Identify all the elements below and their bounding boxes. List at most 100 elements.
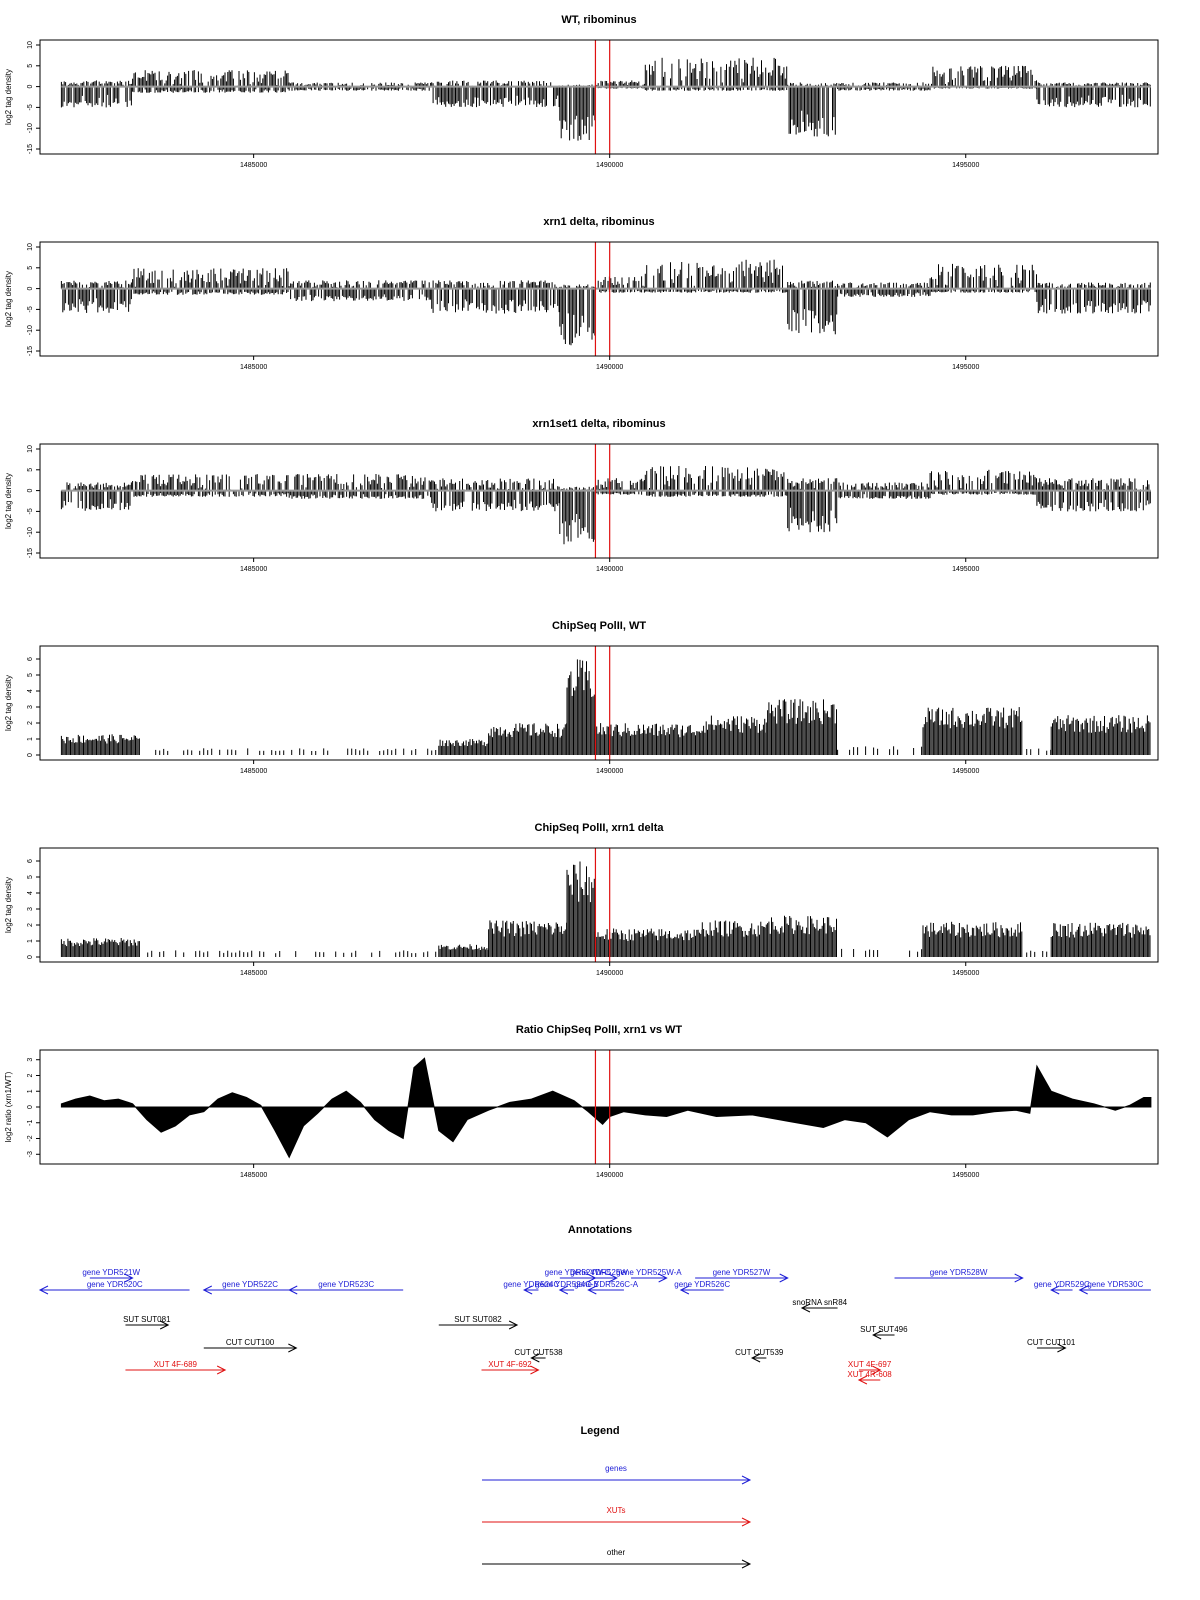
chart-title: WT, ribominus [561,14,636,26]
x-tick-label: 1495000 [952,970,979,977]
chart-panel-6: Ratio ChipSeq PolII, xrn1 vs WT log2 rati… [4,1024,1159,1179]
y-tick-label: -10 [27,123,34,133]
chart-title: ChipSeq PolII, WT [552,620,646,632]
annotation-label: gene YDR521W [82,1268,140,1277]
annotation-gene: gene YDR524C [503,1280,560,1295]
y-tick-label: 2 [27,721,34,725]
annotation-gene: gene YDR525W-A [616,1268,682,1283]
y-axis-label: log2 tag density [4,69,13,125]
arrowhead [608,1273,618,1283]
y-tick-label: 5 [27,64,34,68]
y-axis: 0 1 2 3 4 5 6 [27,657,40,757]
x-tick-label: 1485000 [240,566,267,573]
y-tick-label: -5 [27,508,34,514]
y-tick-label: 5 [27,266,34,270]
y-axis: 3 2 1 0 -1 -2 -3 [27,1058,40,1157]
chart-panel-5: ChipSeq PolII, xrn1 delta log2 tag densit… [4,822,1159,977]
y-tick-label: -10 [27,527,34,537]
arrowhead [38,1285,49,1295]
plot-frame [39,1049,1159,1165]
annotation-gene: gene YDR520C [38,1280,190,1295]
y-tick-label: 3 [27,705,34,709]
x-tick-label: 1495000 [952,566,979,573]
plot-frame [39,443,1159,559]
arrowhead [558,1285,569,1295]
x-tick-label: 1485000 [240,162,267,169]
y-tick-label: -2 [27,1135,34,1141]
chart-title: Ratio ChipSeq PolII, xrn1 vs WT [516,1024,683,1036]
data-series [60,861,1151,957]
x-axis: 1485000 1490000 1495000 [240,154,979,169]
y-tick-label: 5 [27,673,34,677]
annotation-gene: gene YDR522C [202,1280,297,1295]
annotation-label: gene YDR524C [503,1280,559,1289]
y-tick-label: 0 [27,489,34,493]
y-tick-label: 1 [27,737,34,741]
y-axis-label: log2 tag density [4,877,13,933]
plot-frame [39,241,1159,357]
y-tick-label: 3 [27,1058,34,1062]
x-tick-label: 1490000 [596,970,623,977]
arrowhead [202,1285,213,1295]
y-tick-label: -5 [27,104,34,110]
ratio-area [60,1057,1152,1159]
data-series [60,466,1151,545]
y-tick-label: -3 [27,1151,34,1157]
x-tick-label: 1490000 [596,162,623,169]
y-tick-label: 10 [27,445,34,453]
y-tick-label: 0 [27,1105,34,1109]
annotation-label: gene YDR526C-A [574,1280,639,1289]
y-axis: 10 5 0 -5 -10 -15 [27,243,40,356]
x-axis: 1485000 1490000 1495000 [240,356,979,371]
y-tick-label: 5 [27,875,34,879]
y-axis-label: log2 tag density [4,675,13,731]
arrowhead [523,1285,533,1295]
y-tick-label: 1 [27,1089,34,1093]
y-tick-label: 3 [27,907,34,911]
plot-frame [39,847,1159,963]
y-tick-label: 0 [27,287,34,291]
x-axis: 1485000 1490000 1495000 [240,558,979,573]
chart-title: ChipSeq PolII, xrn1 delta [535,822,665,834]
y-axis: 10 5 0 -5 -10 -15 [27,41,40,154]
annotation-label: gene YDR525W-A [616,1268,682,1277]
chart-title: xrn1set1 delta, ribominus [532,418,665,430]
annotation-label: gene YDR524W-C [545,1268,611,1277]
y-tick-label: -10 [27,325,34,335]
arrowhead [587,1285,597,1295]
plot-frame [39,645,1159,761]
y-axis: 0 1 2 3 4 5 6 [27,859,40,959]
y-tick-label: -5 [27,306,34,312]
annotation-gene: gene YDR523C [288,1280,404,1295]
y-axis-label: log2 tag density [4,271,13,327]
y-tick-label: 10 [27,243,34,251]
y-tick-label: 4 [27,689,34,693]
annotation-label: gene YDR525W [570,1268,628,1277]
y-tick-label: 2 [27,1073,34,1077]
annotation-label: gene YDR520C [87,1280,143,1289]
annotation-gene: gene YDR521W [82,1268,140,1283]
x-axis: 1485000 1490000 1495000 [240,962,979,977]
x-axis: 1485000 1490000 1495000 [240,760,979,775]
annotation-label: gene YDR523C [318,1280,374,1289]
y-tick-label: -15 [27,144,34,154]
data-series [60,1057,1152,1159]
annotation-gene: gene YDR527W [695,1268,789,1283]
y-tick-label: 1 [27,939,34,943]
arrowhead [658,1273,668,1283]
y-axis-label: log2 tag density [4,473,13,529]
y-tick-label: -1 [27,1120,34,1126]
data-series [60,57,1151,141]
y-tick-label: 4 [27,891,34,895]
chart-panel-4: ChipSeq PolII, WT log2 tag density 0 1 2 3 4 5 6… [4,620,1159,775]
x-tick-label: 1495000 [952,364,979,371]
annotations-title: Annotations [568,1224,632,1236]
x-tick-label: 1485000 [240,970,267,977]
x-tick-label: 1485000 [240,768,267,775]
y-tick-label: -15 [27,548,34,558]
x-tick-label: 1490000 [596,1172,623,1179]
annotation-gene: gene YDR526C-A [574,1280,639,1295]
arrowhead [288,1285,298,1295]
annotation-gene: gene YDR525W [570,1268,628,1283]
arrowhead [124,1273,134,1283]
